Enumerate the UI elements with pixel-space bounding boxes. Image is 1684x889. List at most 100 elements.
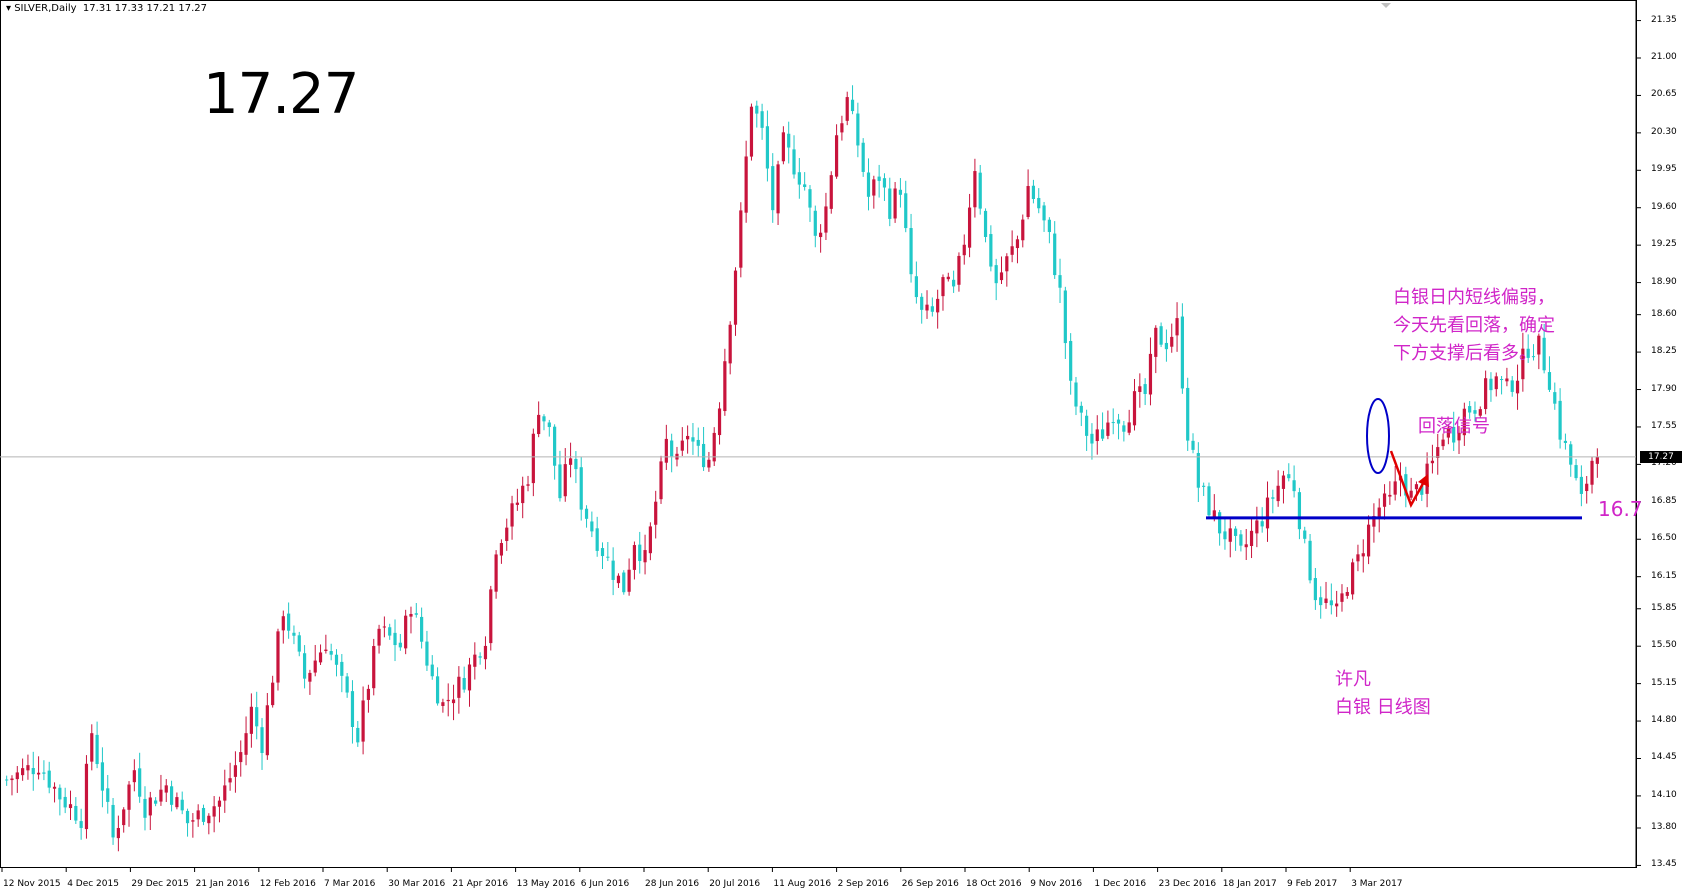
candle-body — [744, 156, 748, 213]
candle-body — [271, 682, 275, 706]
author-line: 许凡 — [1335, 669, 1371, 690]
y-tick-label: 17.90 — [1651, 383, 1677, 394]
candle-body — [925, 304, 929, 311]
candle-body — [345, 676, 349, 693]
candle-body — [260, 727, 264, 753]
candle-body — [255, 707, 259, 727]
candle-body — [1340, 593, 1344, 602]
candle-body — [1100, 429, 1105, 439]
candle-body — [606, 556, 610, 558]
candle-body — [1579, 476, 1583, 494]
candle-body — [1186, 387, 1190, 441]
candle-body — [398, 642, 402, 648]
candle-body — [148, 797, 152, 816]
candle-body — [1361, 553, 1365, 557]
candle-body — [228, 778, 232, 783]
candle-body — [281, 616, 285, 631]
candle-body — [1499, 379, 1504, 381]
chart-menu-icon[interactable]: ▾ — [6, 3, 15, 14]
candle-body — [1308, 540, 1312, 581]
candle-body — [1170, 336, 1174, 347]
candle-body — [983, 210, 988, 237]
candle-body — [840, 123, 844, 133]
candle-body — [803, 184, 807, 188]
candle-body — [15, 772, 19, 780]
candle-body — [446, 699, 450, 702]
candle-body — [79, 821, 83, 828]
candle-body — [1058, 275, 1062, 288]
candle-body — [169, 786, 174, 805]
candle-body — [568, 458, 573, 465]
x-tick-label: 9 Feb 2017 — [1287, 879, 1338, 889]
y-tick-label: 19.25 — [1651, 239, 1677, 250]
candle-body — [132, 770, 136, 783]
candle-body — [856, 113, 860, 146]
candle-body — [297, 635, 301, 652]
x-tick-label: 21 Jan 2016 — [195, 879, 250, 889]
candle-body — [739, 210, 743, 268]
x-tick-label: 3 Mar 2017 — [1351, 879, 1403, 889]
candle-body — [1563, 440, 1568, 443]
candle-body — [765, 126, 770, 169]
candle-body — [217, 800, 222, 807]
candle-body — [733, 270, 738, 325]
forecast-arrow[interactable] — [1389, 450, 1427, 508]
candle-body — [941, 277, 945, 297]
candle-body — [850, 99, 855, 112]
big-price-label: 17.27 — [203, 62, 359, 127]
y-tick-label: 16.85 — [1651, 495, 1677, 506]
candle-body — [1489, 378, 1493, 391]
candle-body — [21, 768, 25, 776]
candle-body — [1462, 408, 1466, 436]
candle-body — [1457, 432, 1461, 441]
candle-body — [318, 652, 323, 663]
candle-body — [1159, 326, 1163, 345]
candle-body — [1106, 422, 1110, 436]
candle-body — [1335, 603, 1339, 607]
candle-body — [1085, 415, 1089, 436]
candle-body — [74, 805, 78, 821]
candle-body — [393, 632, 397, 646]
candle-body — [1175, 318, 1179, 336]
candle-body — [1079, 405, 1083, 413]
comment-line: 今天先看回落，确定 — [1393, 315, 1555, 336]
candle-body — [643, 550, 647, 563]
candle-body — [1547, 372, 1552, 390]
x-tick-label: 26 Sep 2016 — [901, 879, 959, 889]
candle-body — [1468, 406, 1472, 413]
y-tick-label: 19.95 — [1651, 164, 1677, 175]
candle-body — [366, 688, 371, 700]
candle-body — [388, 627, 392, 636]
candle-body — [1281, 475, 1286, 489]
candle-body — [537, 414, 541, 435]
candle-body — [813, 210, 817, 236]
candle-body — [521, 485, 525, 504]
candle-body — [58, 787, 62, 800]
candle-body — [324, 649, 328, 651]
candle-body — [1233, 528, 1238, 536]
x-tick-label: 2 Sep 2016 — [837, 879, 889, 889]
candle-body — [478, 656, 482, 658]
candle-body — [1223, 531, 1227, 540]
candle-body — [5, 779, 9, 781]
signal-ellipse[interactable] — [1366, 398, 1390, 474]
candle-body — [180, 799, 184, 811]
candle-body — [63, 796, 67, 808]
candle-body — [1154, 327, 1158, 357]
candle-body — [1127, 422, 1131, 433]
candle-body — [999, 272, 1004, 281]
candle-body — [430, 664, 434, 677]
candle-body — [978, 172, 982, 209]
y-tick-label: 14.10 — [1651, 789, 1677, 800]
candle-body — [967, 207, 972, 248]
x-tick-label: 23 Dec 2016 — [1158, 879, 1217, 889]
x-tick-label: 9 Nov 2016 — [1030, 879, 1083, 889]
candle-body — [1441, 439, 1445, 447]
candle-body — [106, 788, 110, 802]
candle-body — [1388, 494, 1392, 497]
candle-body — [510, 503, 514, 527]
candle-body — [233, 765, 238, 777]
candle-body — [1537, 335, 1541, 355]
shift-marker-icon[interactable] — [1381, 3, 1391, 8]
